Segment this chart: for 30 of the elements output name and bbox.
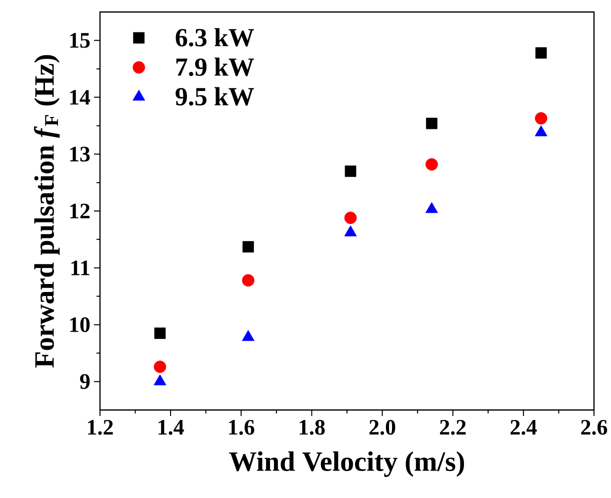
x-axis-title: Wind Velocity (m/s) [229, 451, 464, 477]
y-tick-label: 9 [80, 374, 90, 389]
x-tick-label: 2.2 [440, 420, 466, 435]
y-tick-label: 10 [70, 317, 90, 332]
point [154, 328, 166, 339]
x-tick-label: 2.0 [369, 420, 396, 435]
x-tick-label: 2.6 [581, 420, 608, 435]
y-tick-label: 14 [70, 90, 90, 105]
y-tick-label: 12 [70, 204, 90, 218]
y-axis-title: Forward pulsation f$_{F}$ (Hz) [34, 55, 60, 368]
x-tick-label: 1.6 [229, 420, 254, 435]
point [344, 166, 356, 177]
x-tick-label: 1.4 [158, 420, 184, 435]
x-tick-label: 2.4 [510, 420, 537, 435]
point [426, 118, 438, 130]
y-tick-label: 15 [70, 33, 90, 48]
point [426, 158, 438, 171]
legend-label: 6.3 kW [176, 28, 254, 47]
legend-label: 9.5 kW [176, 87, 254, 106]
point [534, 112, 548, 124]
point [344, 212, 357, 224]
point [535, 47, 547, 59]
x-tick-label: 1.2 [88, 420, 113, 435]
y-tick-label: 13 [70, 146, 90, 162]
x-tick-label: 1.8 [300, 420, 325, 435]
point [242, 241, 254, 252]
point [154, 360, 166, 373]
legend-label: 7.9 kW [176, 58, 254, 76]
point [242, 274, 254, 287]
y-tick-label: 11 [71, 260, 90, 276]
